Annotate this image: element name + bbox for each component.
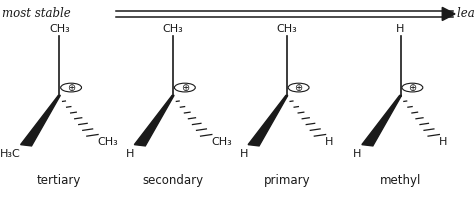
Text: primary: primary: [264, 174, 310, 187]
Polygon shape: [20, 95, 60, 146]
Text: H: H: [325, 137, 333, 147]
Text: ⊕: ⊕: [294, 83, 303, 93]
Text: tertiary: tertiary: [37, 174, 82, 187]
Text: CH₃: CH₃: [49, 24, 70, 34]
Text: secondary: secondary: [143, 174, 203, 187]
Text: H₃C: H₃C: [0, 149, 20, 159]
Text: H: H: [126, 149, 134, 159]
Text: ⊕: ⊕: [181, 83, 189, 93]
Text: H: H: [353, 149, 362, 159]
Text: most stable: most stable: [2, 7, 71, 20]
Text: least stable: least stable: [457, 7, 474, 20]
Text: methyl: methyl: [380, 174, 421, 187]
Text: H: H: [438, 137, 447, 147]
Text: CH₃: CH₃: [211, 137, 232, 147]
Text: CH₃: CH₃: [97, 137, 118, 147]
Text: CH₃: CH₃: [163, 24, 183, 34]
Text: ⊕: ⊕: [67, 83, 75, 93]
Text: ⊕: ⊕: [408, 83, 417, 93]
Text: H: H: [239, 149, 248, 159]
Polygon shape: [362, 95, 401, 146]
Polygon shape: [248, 95, 288, 146]
Text: CH₃: CH₃: [276, 24, 297, 34]
Polygon shape: [134, 95, 174, 146]
Polygon shape: [442, 7, 455, 20]
Text: H: H: [396, 24, 405, 34]
